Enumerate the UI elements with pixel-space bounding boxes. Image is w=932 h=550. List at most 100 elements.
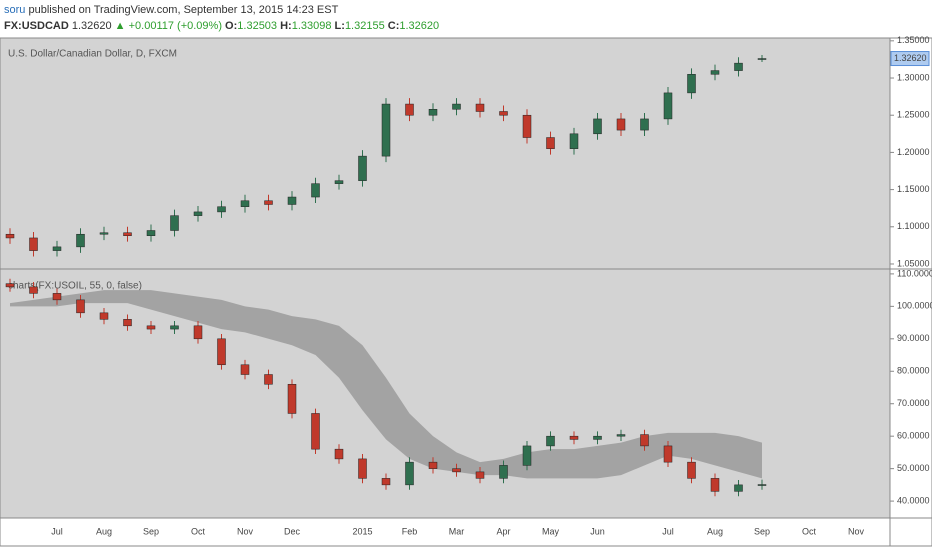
symbol: FX:USDCAD — [4, 20, 69, 32]
x-tick-label: Aug — [96, 526, 112, 536]
y-tick-label: 90.0000 — [897, 333, 930, 343]
y-tick-label: 100.0000 — [897, 301, 932, 311]
candle-body — [193, 211, 203, 216]
candle-body — [334, 180, 344, 184]
change: ▲ +0.00117 (+0.09%) — [114, 20, 222, 32]
candle-body — [616, 434, 626, 437]
candle-body — [264, 200, 273, 205]
y-tick-label: 1.30000 — [897, 72, 930, 82]
candle-body — [76, 299, 85, 314]
candle-body — [311, 183, 320, 198]
cloud-band — [10, 290, 762, 479]
candle-body — [546, 435, 555, 447]
ohlc-value: 1.32503 — [237, 20, 278, 32]
candle-body — [499, 111, 508, 116]
candle-body — [428, 461, 438, 469]
last: 1.32620 — [71, 20, 112, 32]
header: soru published on TradingView.com, Septe… — [4, 2, 439, 34]
x-tick-label: Oct — [802, 526, 817, 536]
candle-body — [381, 478, 391, 486]
candle-body — [663, 445, 673, 463]
price-tag — [890, 51, 930, 67]
x-tick-label: 2015 — [352, 526, 372, 536]
candle-body — [240, 364, 250, 375]
y-tick-label: 70.0000 — [897, 398, 930, 408]
ohlc-label: O: — [225, 20, 238, 32]
y-tick-label: 60.0000 — [897, 431, 930, 441]
candle-body — [757, 484, 767, 486]
x-tick-label: Jul — [662, 526, 674, 536]
candle-body — [311, 413, 320, 450]
candle-body — [287, 383, 297, 414]
candle-body — [334, 448, 344, 460]
candle-body — [475, 103, 485, 112]
candle-body — [76, 233, 85, 248]
ohlc-label: H: — [280, 20, 292, 32]
candle-body — [358, 155, 367, 181]
candle-body — [52, 246, 62, 251]
candle-body — [593, 435, 602, 440]
candle-body — [687, 461, 696, 479]
y-tick-label: 80.0000 — [897, 366, 930, 376]
candle-body — [99, 232, 109, 235]
candle-body — [452, 103, 461, 110]
candle-body — [710, 478, 720, 492]
y-tick-label: 1.10000 — [897, 221, 930, 231]
candle-body — [663, 92, 673, 120]
candle-body — [522, 114, 532, 138]
y-tick-label: 1.25000 — [897, 110, 930, 120]
candle-body — [710, 70, 720, 75]
y-tick-label: 40.0000 — [897, 495, 930, 505]
candle-body — [405, 461, 414, 486]
pane-title: charts(FX:USOIL, 55, 0, false) — [8, 281, 142, 292]
candle-body — [734, 484, 743, 492]
published: published on TradingView.com, September … — [28, 4, 339, 16]
candle-body — [217, 206, 226, 213]
price-tag-label: 1.32620 — [894, 53, 927, 63]
candle-body — [170, 325, 179, 330]
author[interactable]: soru — [4, 4, 26, 16]
y-tick-label: 50.0000 — [897, 463, 930, 473]
candle-body — [569, 133, 579, 149]
x-tick-label: May — [542, 526, 560, 536]
pane-title: U.S. Dollar/Canadian Dollar, D, FXCM — [8, 49, 177, 60]
y-tick-label: 1.20000 — [897, 147, 930, 157]
candle-body — [522, 445, 532, 466]
frame — [0, 37, 932, 547]
x-tick-label: Feb — [402, 526, 418, 536]
candle-body — [640, 434, 649, 447]
candle-body — [52, 293, 62, 301]
candle-body — [452, 468, 461, 473]
ohlc-value: 1.32620 — [399, 20, 440, 32]
x-tick-label: Jun — [590, 526, 605, 536]
x-tick-label: Oct — [191, 526, 206, 536]
candle-body — [381, 103, 391, 157]
ohlc-label: C: — [387, 20, 400, 32]
candle-body — [428, 109, 438, 116]
y-tick-label: 1.15000 — [897, 184, 930, 194]
candle-body — [475, 471, 485, 479]
x-tick-label: Sep — [754, 526, 770, 536]
candle-body — [546, 137, 555, 149]
candle-body — [193, 325, 203, 340]
candle-body — [5, 233, 15, 239]
candle-body — [405, 103, 414, 116]
candle-body — [29, 286, 38, 294]
publish-line: soru published on TradingView.com, Septe… — [4, 2, 439, 18]
y-tick-label: 110.0000 — [897, 268, 932, 278]
candle-body — [146, 230, 156, 236]
candle-body — [757, 58, 767, 60]
candle-body — [240, 200, 250, 207]
candle-body — [358, 458, 367, 479]
candle-body — [593, 118, 602, 135]
candle-body — [29, 237, 38, 251]
x-tick-label: Apr — [496, 526, 510, 536]
candle-body — [217, 338, 226, 366]
y-tick-label: 1.35000 — [897, 35, 930, 45]
candle-body — [687, 74, 696, 94]
ohlc-label: L: — [334, 20, 345, 32]
candle-body — [734, 62, 743, 71]
candle-body — [499, 465, 508, 479]
